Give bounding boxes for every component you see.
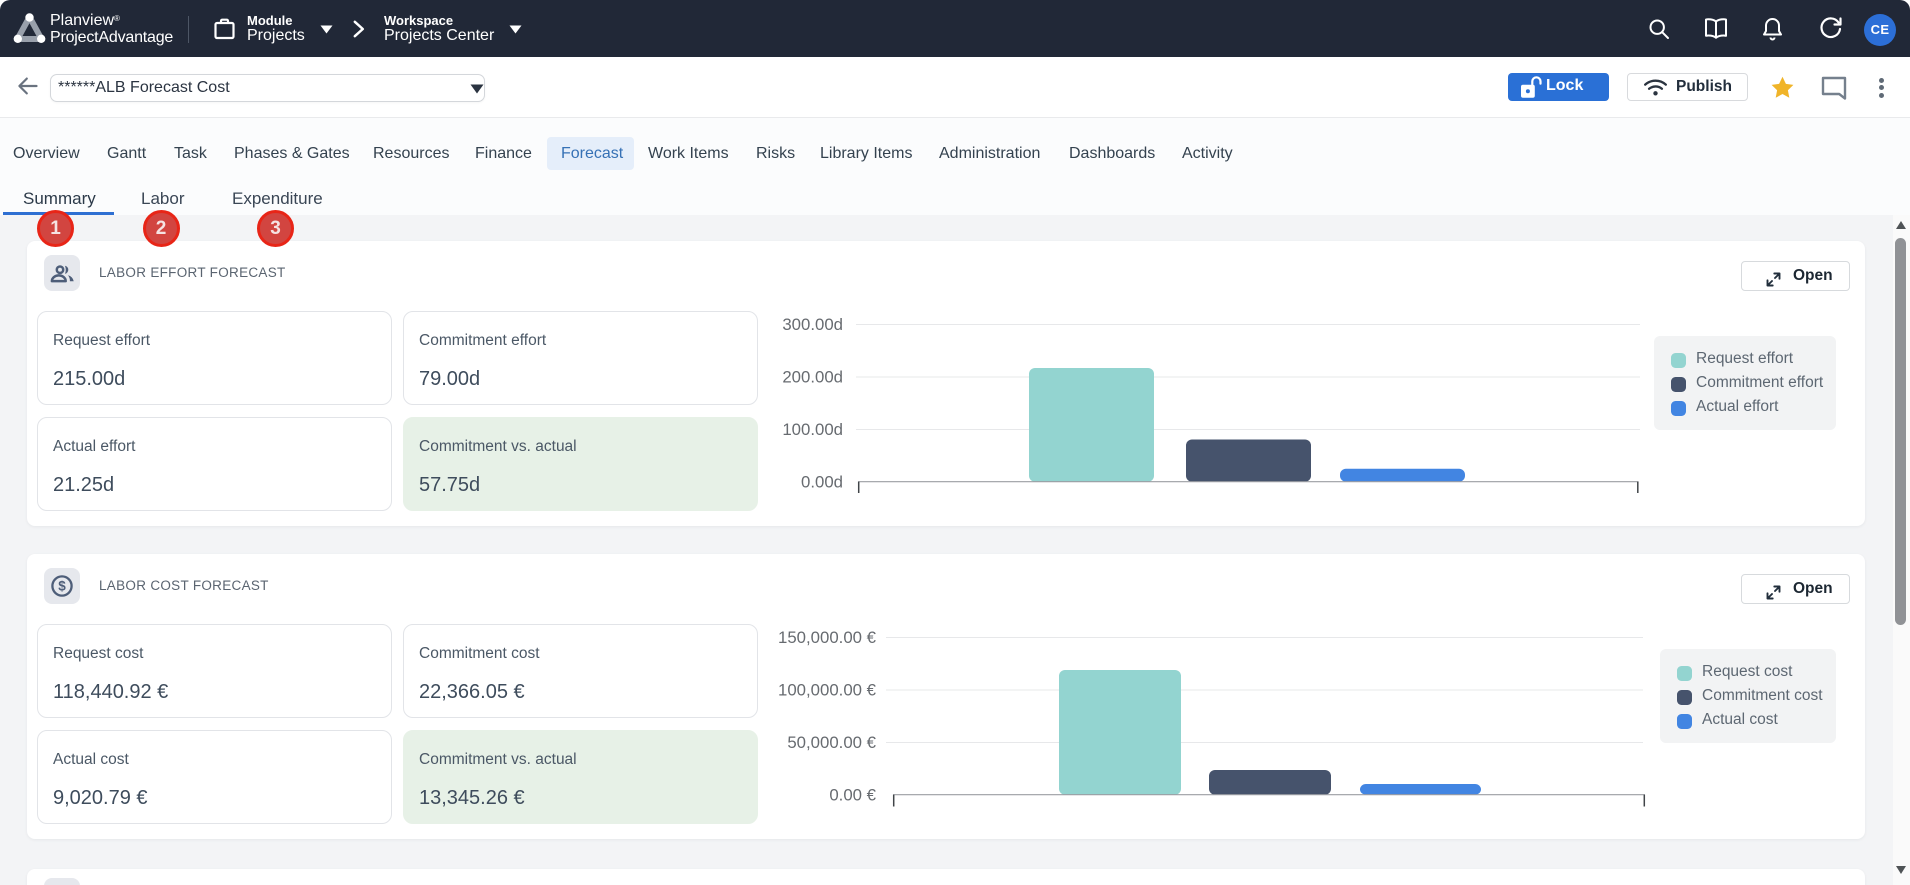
svg-text:50,000.00 €: 50,000.00 €: [787, 733, 876, 752]
svg-text:200.00d: 200.00d: [782, 368, 843, 387]
svg-text:100,000.00 €: 100,000.00 €: [778, 681, 877, 700]
svg-text:100.00d: 100.00d: [782, 420, 843, 439]
svg-text:0.00 €: 0.00 €: [829, 786, 876, 805]
svg-text:$: $: [58, 579, 66, 594]
svg-text:0.00d: 0.00d: [801, 473, 843, 492]
svg-text:300.00d: 300.00d: [782, 315, 843, 334]
svg-text:150,000.00 €: 150,000.00 €: [778, 628, 877, 647]
